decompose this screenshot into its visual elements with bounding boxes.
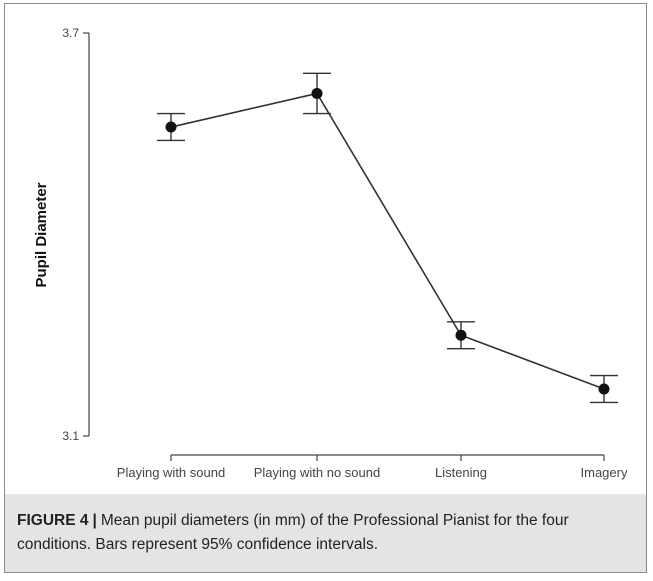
caption-body: Mean pupil diameters (in mm) of the Prof… [17, 512, 569, 553]
y-tick-label: 3.1 [62, 429, 79, 443]
figure-frame [4, 3, 647, 573]
x-tick-label: Playing with sound [117, 465, 225, 480]
axes-layer: 3.7 3.1 Pupil Diameter Playing with sound Pl… [33, 26, 628, 480]
data-point [311, 87, 323, 99]
caption-separator: | [92, 512, 97, 529]
series-layer [157, 72, 618, 404]
y-axis-title: Pupil Diameter [33, 182, 50, 287]
series-line [170, 92, 605, 390]
x-tick-label: Imagery [581, 465, 628, 480]
y-tick-label: 3.7 [62, 26, 79, 40]
data-point [165, 121, 177, 133]
data-point [455, 329, 467, 341]
x-tick-label: Playing with no sound [254, 465, 380, 480]
x-tick-label: Listening [435, 465, 487, 480]
caption-box [5, 494, 646, 572]
caption-label: FIGURE 4 [17, 512, 89, 529]
figure-caption: FIGURE 4 | Mean pupil diameters (in mm) of… [17, 509, 637, 557]
data-point [598, 383, 610, 395]
